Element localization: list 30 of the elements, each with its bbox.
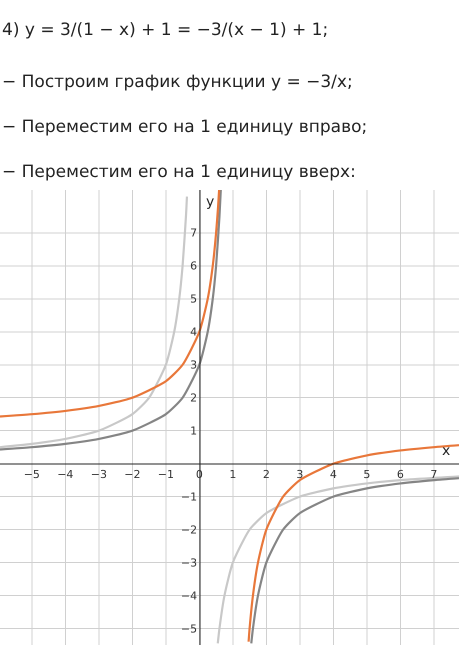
x-tick-label: 5 xyxy=(363,468,370,481)
chart-title: 4) y = 3/(1 − x) + 1 = −3/(x − 1) + 1; xyxy=(2,20,328,40)
x-tick-label: 3 xyxy=(296,468,304,481)
x-tick-label: −5 xyxy=(24,468,40,481)
text: − Переместим его на 1 единицу вправо; xyxy=(2,117,368,137)
x-tick-label: 1 xyxy=(229,468,236,481)
y-tick-label: −2 xyxy=(180,523,198,536)
text: − Переместим его на 1 единицу вверх: xyxy=(2,162,356,182)
y-tick-label: 4 xyxy=(190,326,198,339)
y-tick-label: 7 xyxy=(190,226,198,240)
x-axis-title: x xyxy=(442,443,450,459)
y-tick-label: −4 xyxy=(180,589,198,602)
x-tick-label: −3 xyxy=(90,468,107,481)
y-tick-label: 2 xyxy=(190,392,198,405)
x-tick-label: 7 xyxy=(430,468,438,481)
x-tick-label: −1 xyxy=(158,468,174,481)
x-tick-label: 4 xyxy=(330,468,337,481)
y-tick-label: 1 xyxy=(190,424,198,438)
y-tick-label: −5 xyxy=(180,622,198,636)
text: − Построим график функции y = −3/x; xyxy=(2,72,353,92)
x-tick-label: 2 xyxy=(262,468,270,481)
x-tick-label: −2 xyxy=(124,468,140,481)
x-tick-label: 6 xyxy=(396,468,404,481)
y-axis-title: y xyxy=(206,194,214,210)
y-tick-label: −1 xyxy=(180,490,198,504)
y-tick-label: −3 xyxy=(180,556,198,570)
y-tick-label: 6 xyxy=(190,260,198,273)
x-tick-label: −4 xyxy=(57,468,74,481)
y-tick-label: 5 xyxy=(190,292,198,306)
y-tick-label: 3 xyxy=(190,358,198,372)
